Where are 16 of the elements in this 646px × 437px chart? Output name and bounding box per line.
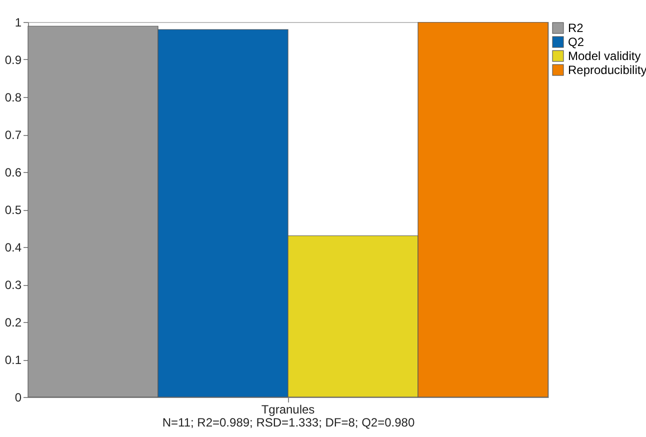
y-tick-label: 0 xyxy=(14,390,22,404)
legend-label: Q2 xyxy=(568,35,584,49)
legend-label: Model validity xyxy=(568,49,641,63)
y-tick-label: 1 xyxy=(14,16,22,30)
y-tick-label: 0.9 xyxy=(4,53,22,67)
legend-label: R2 xyxy=(568,21,584,35)
y-tick-label: 0.2 xyxy=(4,316,22,330)
y-tick-label: 0.1 xyxy=(4,353,22,367)
y-tick-label: 0.8 xyxy=(4,90,22,104)
x-tick-label: Tgranules xyxy=(261,402,315,416)
y-tick-label: 0.6 xyxy=(4,166,22,180)
y-tick-label: 0.7 xyxy=(4,128,22,142)
y-tick-label: 0.3 xyxy=(4,278,22,292)
text: N=11; R2=0.989; RSD=1.333; DF=8; Q2=0.980 xyxy=(162,416,415,430)
y-tick-label: 0.5 xyxy=(4,203,22,217)
y-tick-label: 0.4 xyxy=(4,240,22,254)
